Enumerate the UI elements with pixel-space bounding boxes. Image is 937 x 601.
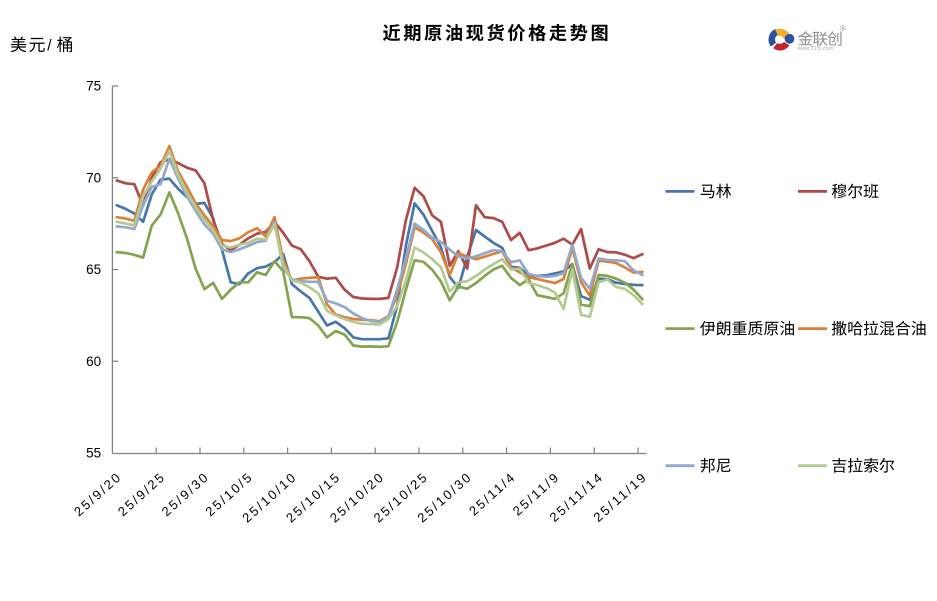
svg-text:55: 55 bbox=[86, 446, 101, 461]
svg-text:65: 65 bbox=[86, 262, 101, 277]
svg-text:70: 70 bbox=[86, 170, 101, 185]
svg-text:®: ® bbox=[840, 24, 846, 33]
svg-text:60: 60 bbox=[86, 354, 101, 369]
svg-text:www.315i.com: www.315i.com bbox=[798, 46, 834, 52]
svg-text:75: 75 bbox=[86, 79, 101, 94]
svg-text:/: / bbox=[47, 37, 52, 54]
